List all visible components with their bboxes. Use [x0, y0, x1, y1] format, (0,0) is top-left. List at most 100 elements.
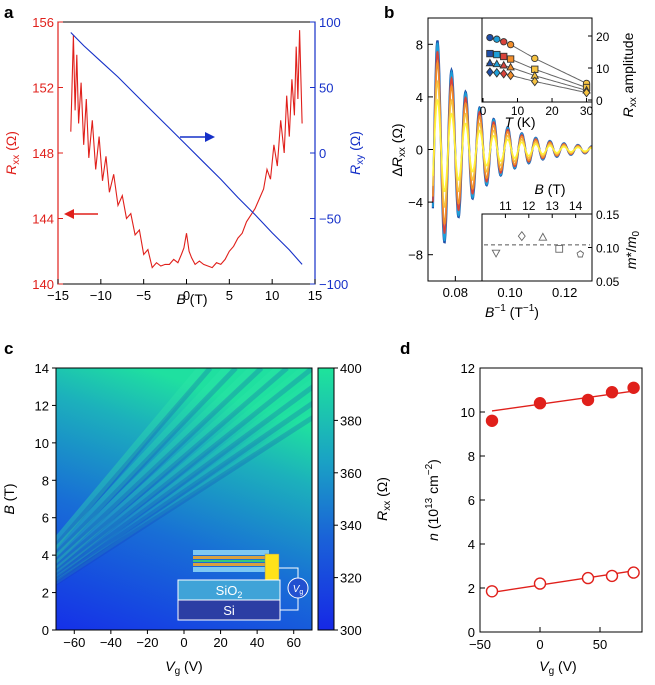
filled-data-point [485, 414, 499, 427]
panel-a-ytick-right-label: 50 [319, 81, 333, 96]
panel-b-ytick-label: −8 [408, 248, 423, 263]
panel-a-ytick-right-label: −50 [319, 212, 341, 227]
panel-c-xtick-label: 60 [286, 635, 300, 650]
panel-c-xlabel: Vg (V) [165, 658, 202, 677]
fan-stripe [56, 368, 282, 571]
rxy-arrow [180, 132, 215, 142]
si-label: Si [223, 603, 235, 618]
open-data-point [533, 577, 547, 590]
panel-a-ytick-right-label: −100 [319, 277, 348, 292]
panel-c-ytick-label: 0 [42, 623, 49, 638]
amplitude-point [493, 50, 501, 59]
panel-a: −15 −10 −5 0 5 10 15140144148152156−100−500501… [3, 15, 366, 307]
panel-a-ytick-right-label: 100 [319, 15, 341, 30]
panel-b-ytick-label: 0 [416, 143, 423, 158]
panel-d-xtick-label: 0 [536, 637, 543, 652]
panel-a-xtick-label: 5 [226, 288, 233, 303]
amplitude-point [499, 68, 508, 79]
amplitude-point [499, 60, 508, 69]
amplitude-point [492, 59, 502, 68]
fan-stripe [56, 368, 307, 575]
amplitude-point [506, 70, 515, 81]
fan-stripe [56, 368, 257, 565]
inset-amplitude-xtick-label: 10 [511, 104, 525, 118]
panel-c-ytick-label: 12 [35, 398, 49, 413]
fan-stripe [56, 368, 231, 558]
mass-point [517, 230, 526, 242]
mass-point [576, 250, 585, 258]
panel-a-ytick-right-label: 0 [319, 146, 326, 161]
panel-a-ytick-left-label: 152 [32, 81, 54, 96]
amplitude-point [486, 33, 494, 42]
inset-mass-ytick-label: 0.10 [596, 242, 620, 256]
inset-mass-xtick-label: 12 [522, 199, 536, 213]
panel-c-xtick-label: 0 [180, 635, 187, 650]
panel-label-c: c [4, 339, 13, 358]
inset-amplitude-ytick-label: 0 [596, 94, 603, 108]
inset-amplitude-xtick-label: 20 [545, 104, 559, 118]
amplitude-point [486, 67, 494, 78]
filled-data-point [581, 393, 595, 407]
panel-b-xtick-label: 0.08 [443, 285, 468, 300]
mass-point [538, 232, 548, 241]
amplitude-point [506, 40, 515, 49]
panel-d-frame [479, 367, 643, 633]
panel-c-ytick-label: 14 [35, 361, 49, 376]
panel-a-ytick-left-label: 140 [32, 277, 54, 292]
panel-a-ytick-left-label: 148 [32, 146, 54, 161]
panel-a-xtick-label: 15 [308, 288, 322, 303]
amplitude-point [506, 55, 515, 63]
fan-stripe-dark [56, 414, 312, 586]
filled-data-point [627, 381, 640, 394]
panel-d-ytick-label: 8 [468, 449, 475, 464]
inset-mass-xtick-label: 13 [546, 199, 560, 213]
panel-d-ytick-label: 0 [468, 625, 475, 640]
inset-mass-xlabel: B (T) [534, 181, 565, 197]
panel-b-ytick-label: 4 [416, 90, 423, 105]
fan-stripe-dark [56, 400, 312, 583]
filled-data-point [605, 386, 619, 399]
fan-stripe-dark [56, 384, 312, 580]
fan-stripe-dark [56, 368, 312, 576]
fan-stripe-dark [56, 368, 238, 558]
panel-a-xtick-label: −10 [90, 288, 112, 303]
panel-b-xlabel: B−1 (T−1) [485, 303, 539, 320]
panel-c-xtick-label: −20 [136, 635, 158, 650]
colorbar [317, 367, 335, 631]
panel-d-ytick-label: 10 [461, 405, 475, 420]
panel-a-xtick-label: −5 [136, 288, 151, 303]
amplitude-point [493, 35, 501, 43]
panel-b-ytick-label: −4 [408, 195, 423, 210]
panel-c-xtick-label: −40 [100, 635, 122, 650]
panel-a-xlabel: B (T) [176, 291, 207, 307]
panel-a-ytick-left-label: 156 [32, 15, 54, 30]
inset-amplitude-xtick-label: 30 [580, 104, 594, 118]
fan-stripe [56, 368, 206, 550]
panel-b-xtick-label: 0.12 [552, 285, 577, 300]
amplitude-point [531, 54, 539, 63]
panel-d-ylabel: n (1013 cm−2) [424, 459, 441, 541]
panel-label-a: a [4, 3, 14, 22]
colorbar-tick-label: 340 [340, 518, 362, 533]
colorbar-tick-label: 300 [340, 623, 362, 638]
panel-c-xtick-label: 40 [250, 635, 264, 650]
panel-b-ylabel: ΔRxx (Ω) [389, 123, 408, 176]
device-schematic: SiO2 Si Vg [177, 550, 309, 621]
panel-a-xtick-label: 0 [183, 288, 190, 303]
panel-a-ytick-left-label: 144 [32, 212, 54, 227]
amplitude-point [485, 58, 495, 67]
panel-b-xtick-label: 0.10 [497, 285, 522, 300]
amplitude-point [500, 38, 508, 46]
panel-label-d: d [400, 339, 410, 358]
panel-c: −60 −40 −20 0 20 40 60 0 2 4 6 8 10 12 14 SiO2 Si Vg 3… [1, 361, 393, 677]
open-data-point [627, 566, 640, 579]
vg-source-label: Vg [293, 584, 304, 596]
rxx-arrow [64, 209, 98, 219]
inset-mass-xtick-label: 11 [499, 199, 512, 213]
inset-amplitude-xlabel: T (K) [504, 114, 535, 130]
panel-label-b: b [384, 3, 394, 22]
filled-data-point [533, 397, 547, 410]
sio2-label: SiO2 [216, 583, 243, 600]
